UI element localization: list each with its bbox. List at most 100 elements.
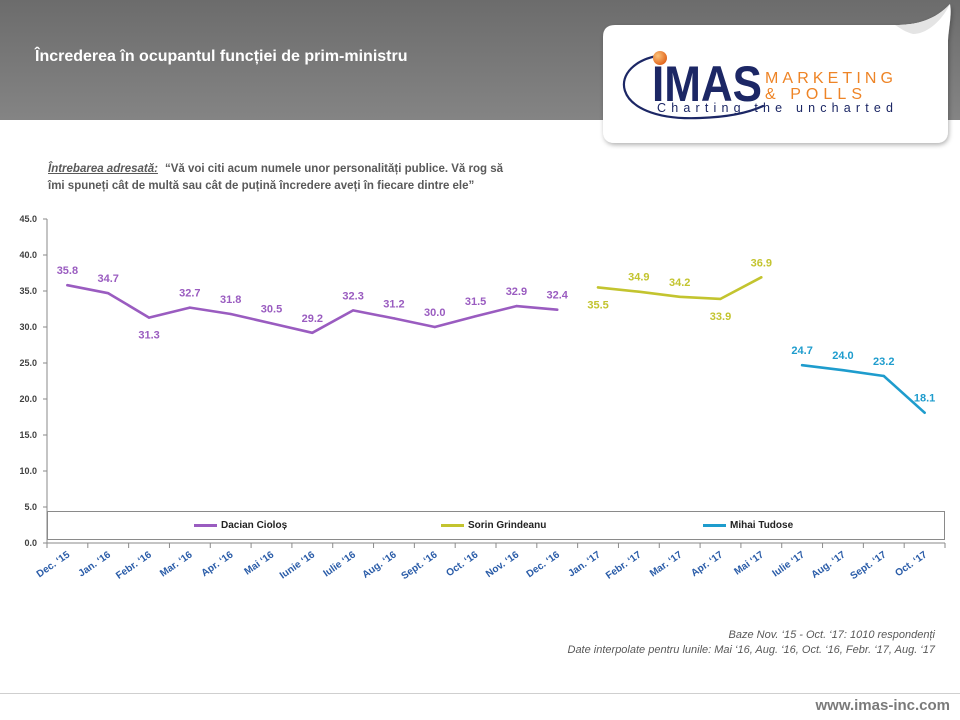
footnote-base: Baze Nov. ‘15 - Oct. ‘17: 1010 responden… — [728, 629, 935, 641]
legend-item: Sorin Grindeanu — [441, 512, 546, 539]
data-label: 24.0 — [832, 350, 853, 362]
data-point — [270, 322, 273, 325]
website-url: www.imas-inc.com — [815, 697, 950, 714]
data-label: 34.7 — [98, 273, 119, 285]
logo-marketing-text: MARKETING — [765, 70, 893, 87]
data-point — [719, 297, 722, 301]
question-line-1: Întrebarea adresată: “Vă voi citi acum nu… — [48, 161, 503, 178]
x-tick-label: Dec. ‘15 — [35, 549, 73, 580]
logo-page-curl — [895, 4, 950, 34]
data-point — [515, 304, 518, 308]
logo-orange-dot — [653, 51, 667, 65]
slide-title: Încrederea în ocupantul funcției de prim… — [35, 48, 408, 65]
y-tick-label: 40.0 — [19, 250, 37, 260]
footer-divider — [0, 693, 960, 694]
series-line-dacian-ciolos — [66, 283, 559, 335]
legend-label: Sorin Grindeanu — [468, 520, 547, 531]
data-point — [474, 315, 477, 318]
series-mihai-tudose: 24.7 24.0 23.2 18.1 — [791, 345, 935, 414]
data-point — [800, 363, 804, 367]
question-label: Întrebarea adresată: — [48, 163, 158, 175]
x-tick-label: Aug. ‘17 — [809, 549, 848, 581]
y-tick-label: 35.0 — [19, 286, 37, 296]
x-tick-label: Febr. ‘17 — [604, 549, 644, 582]
logo-card — [603, 4, 951, 143]
x-tick-label: Aug. ‘16 — [360, 549, 399, 581]
data-label: 30.5 — [261, 303, 282, 315]
x-tick-label: Mar. ‘16 — [158, 549, 195, 579]
x-tick-label: Jan. ‘17 — [566, 549, 603, 579]
legend-item: Dacian Cioloș — [194, 512, 287, 539]
series-dacian-ciolos: 35.8 34.7 31.3 32.7 31.8 30.5 29.2 32.3 31.2 30.0… — [57, 265, 569, 341]
x-tick-label: Mai ‘17 — [732, 549, 766, 577]
data-label: 32.9 — [506, 286, 527, 298]
x-tick-label: Apr. ‘16 — [199, 549, 235, 579]
x-tick-label: Sept. ‘16 — [399, 549, 439, 582]
data-point — [637, 290, 641, 293]
data-point — [229, 312, 232, 316]
question-text: “Vă voi citi acum numele unor personalit… — [164, 163, 504, 175]
data-label: 34.2 — [669, 277, 690, 289]
data-point — [556, 308, 559, 311]
series-sorin-grindeanu: 35.5 34.9 34.2 33.9 36.9 — [587, 257, 772, 323]
data-point — [147, 316, 151, 319]
y-tick-label: 30.0 — [19, 322, 37, 332]
x-tick-label: Oct. ‘17 — [893, 549, 929, 579]
data-label: 36.9 — [751, 257, 772, 269]
data-point — [760, 276, 763, 279]
y-tick-label: 45.0 — [19, 214, 37, 224]
x-tick-label: Nov. ‘16 — [484, 549, 521, 580]
logo-polls-text: & POLLS — [765, 86, 862, 103]
x-tick-label: Sept. ‘17 — [848, 549, 888, 582]
logo-swoosh — [623, 53, 765, 120]
data-point — [311, 331, 314, 334]
legend-swatch — [194, 524, 217, 527]
x-tick-label: Mai ‘16 — [243, 549, 277, 577]
x-tick-label: Jan. ‘16 — [77, 549, 114, 579]
survey-question: Întrebarea adresată: “Vă voi citi acum nu… — [48, 161, 503, 195]
y-tick-label: 0.0 — [24, 538, 37, 548]
legend-swatch — [703, 524, 726, 527]
data-label: 31.2 — [383, 298, 404, 310]
data-label: 31.3 — [138, 330, 159, 342]
data-label: 29.2 — [302, 313, 323, 325]
data-point — [66, 284, 69, 287]
legend-swatch — [441, 524, 464, 527]
y-tick-label: 5.0 — [24, 502, 37, 512]
x-tick-label: Mar. ‘17 — [648, 549, 685, 579]
line-chart: 0.0 5.0 10.0 15.0 20.0 25.0 30.0 35.0 40.0 45.0 De… — [19, 214, 946, 582]
logo-brand-text: IMAS — [652, 56, 762, 112]
data-point — [433, 325, 436, 329]
data-point — [188, 306, 192, 309]
data-point — [392, 317, 396, 320]
data-point — [923, 411, 926, 414]
y-tick-label: 25.0 — [19, 358, 37, 368]
legend-label: Dacian Cioloș — [221, 520, 288, 531]
data-label: 32.4 — [547, 290, 569, 302]
x-tick-label: Dec. ‘16 — [525, 549, 563, 580]
y-tick-label: 20.0 — [19, 394, 37, 404]
footnote-interpolation: Date interpolate pentru lunile: Mai ‘16,… — [567, 644, 936, 656]
data-point — [678, 295, 681, 298]
x-tick-label: Oct. ‘16 — [444, 549, 480, 579]
x-tick-label: Febr. ‘16 — [114, 549, 154, 582]
data-point — [107, 291, 110, 295]
x-tick-label: Apr. ‘17 — [689, 549, 725, 579]
x-tick-label: Iulie ‘16 — [321, 549, 358, 579]
data-label: 30.0 — [424, 307, 445, 319]
data-label: 35.5 — [587, 299, 608, 311]
imas-logo: IMAS MARKETING & POLLS Charting the unch… — [603, 4, 951, 143]
data-label: 32.7 — [179, 288, 200, 300]
x-tick-label: Iunie ‘16 — [278, 549, 317, 581]
legend-item: Mihai Tudose — [703, 512, 793, 539]
logo-tagline: Charting the uncharted — [657, 101, 893, 115]
data-label: 31.8 — [220, 294, 241, 306]
question-text: îmi spuneți cât de multă sau cât de puți… — [48, 180, 475, 192]
data-label: 35.8 — [57, 265, 78, 277]
legend-label: Mihai Tudose — [730, 520, 794, 531]
data-label: 24.7 — [791, 345, 812, 357]
data-label: 34.9 — [628, 272, 649, 284]
data-label: 23.2 — [873, 356, 894, 368]
data-point — [841, 369, 845, 372]
